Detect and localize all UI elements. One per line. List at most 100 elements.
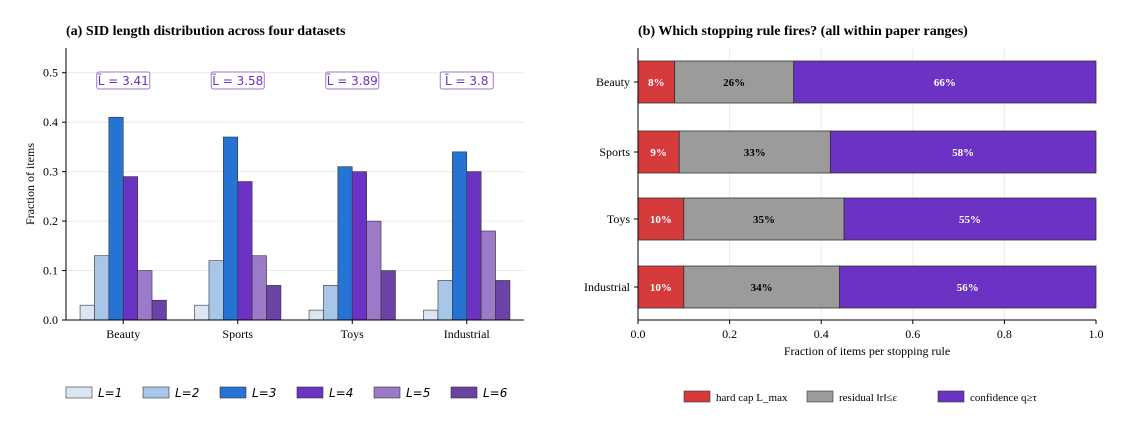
chart-b-bars: 8% 26% 66% 9% 33% 58% 10% 35% 55% 10% 34% 56% [637,60,1097,309]
chart-b-bar-segment [843,197,1097,241]
chart-a-annotations: L̄ = 3.41 L̄ = 3.58 L̄ = 3.89 L̄ = 3.8 [96,71,494,90]
chart-b-bar-segment [839,265,1097,309]
chart-b-segment-label: 58% [952,147,974,159]
chart-a-legend-label: L=1 [98,386,122,400]
chart-a-bar [495,280,511,321]
chart-b-bar-segment [678,130,831,174]
chart-b-y-ticks: Beauty Sports Toys Industrial [584,75,638,294]
chart-b-legend-label: confidence q≥τ [970,392,1038,404]
chart-b-legend-swatch [806,390,834,403]
chart-a-annotation-box [439,71,494,90]
chart-b-segment-label: 33% [744,147,766,159]
chart-b-segment-label: 8% [648,77,665,89]
chart-a-title: (a) SID length distribution across four … [66,24,346,39]
chart-a-y-label: Fraction of items [23,143,37,225]
chart-b-segment-label: 10% [650,214,672,226]
chart-a-annotation-box [210,71,265,90]
chart-a-bar [94,255,110,321]
chart-b-y-tick-label: Sports [599,145,630,159]
chart-b-x-tick-label: 1.0 [1089,327,1104,341]
chart-a-x-tick-label: Industrial [444,327,491,341]
chart-a-x-ticks: Beauty Sports Toys Industrial [106,320,490,341]
chart-b-segment-label: 26% [723,77,745,89]
chart-b-bar-segment [637,197,685,241]
chart-a-annotation-label: L̄ = 3.8 [445,74,489,88]
chart-a-legend-swatch [450,386,478,399]
chart-a-legend-label: L=5 [406,386,430,400]
chart-b-legend-swatch [937,390,965,403]
chart-a-legend-label: L=3 [252,386,276,400]
chart-a-legend-swatch [296,386,324,399]
chart-a-bar [208,260,224,321]
chart-a-bar [122,176,138,321]
chart-b-x-tick-label: 0.0 [631,327,646,341]
chart-b-x-tick-label: 0.2 [722,327,737,341]
chart-b-bar-segment [637,265,685,309]
chart-b-segment-label: 35% [753,214,775,226]
chart-b-bar-segment [683,265,840,309]
chart-b-y-tick-label: Toys [607,212,630,226]
chart-a-y-tick-label: 0.5 [43,66,58,80]
chart-a-bar [137,270,153,321]
chart-a-bar [480,230,496,321]
chart-b-legend: hard cap L_max residual ‖r‖≤ε confidence q… [683,390,1038,404]
chart-a-y-tick-label: 0.0 [43,313,58,327]
chart-a-annotation-box [325,71,380,90]
chart-a-legend-label: L=6 [483,386,508,400]
chart-a-annotation-label: L̄ = 3.89 [326,74,377,88]
chart-b-legend-swatch [683,390,711,403]
chart-a-legend: L=1 L=2 L=3 L=4 L=5 L=6 [65,386,508,400]
chart-b-x-tick-label: 0.4 [814,327,829,341]
chart-a-bars [79,116,511,321]
chart-b-segment-label: 9% [650,147,667,159]
chart-a-bar [337,166,353,321]
chart-a-x-tick-label: Beauty [106,327,140,341]
chart-a-y-tick-label: 0.4 [43,115,58,129]
chart-a-bar [194,304,210,321]
chart-a-bar [366,220,382,321]
chart-a-legend-label: L=2 [175,386,199,400]
chart-b-y-tick-label: Beauty [596,75,630,89]
chart-b-title: (b) Which stopping rule fires? (all with… [638,24,968,39]
chart-a-legend-swatch [219,386,247,399]
chart-b-segment-label: 66% [934,77,956,89]
chart-b-segment-label: 10% [650,282,672,294]
chart-b-segment-label: 34% [751,282,773,294]
chart-a-bar [223,136,239,321]
chart-b-x-tick-label: 0.6 [905,327,920,341]
chart-a-bar [466,171,482,321]
chart-a-bar [452,151,468,321]
chart-a-x-tick-label: Sports [222,327,253,341]
chart-a-annotation-label: L̄ = 3.58 [212,74,263,88]
chart-b-x-tick-label: 0.8 [997,327,1012,341]
chart-a-annotation-box [96,71,151,90]
chart-b-x-label: Fraction of items per stopping rule [784,344,950,358]
chart-a-bar [308,309,324,321]
chart-a-annotation-label: L̄ = 3.41 [97,74,148,88]
chart-a-legend-swatch [65,386,93,399]
chart-b-x-ticks: 0.0 0.2 0.4 0.6 0.8 1.0 [631,320,1104,341]
chart-a-bar [151,299,167,321]
chart-b-y-tick-label: Industrial [584,280,631,294]
chart-a-bar [423,309,439,321]
chart-a-bar [266,285,282,321]
chart-b-legend-label: residual ‖r‖≤ε [839,392,897,404]
chart-a-bar [251,255,267,321]
chart-a-y-ticks: 0.0 0.1 0.2 0.3 0.4 0.5 [43,66,66,327]
chart-a-legend-swatch [142,386,170,399]
chart-a-bar [108,116,124,321]
chart-a-x-tick-label: Toys [341,327,364,341]
chart-b-segment-label: 56% [957,282,979,294]
chart-b-bar-segment [793,60,1097,104]
chart-a-bar [237,181,253,321]
chart-a-bar [437,280,453,321]
chart-a-bar [351,171,367,321]
chart-b-bar-segment [683,197,845,241]
chart-b-legend-label: hard cap L_max [716,392,788,404]
chart-a-y-tick-label: 0.2 [43,214,58,228]
chart-a-bar [79,304,95,321]
chart-a-y-tick-label: 0.1 [43,264,58,278]
chart-b-bar-segment [829,130,1097,174]
chart-a-bar [380,270,396,321]
